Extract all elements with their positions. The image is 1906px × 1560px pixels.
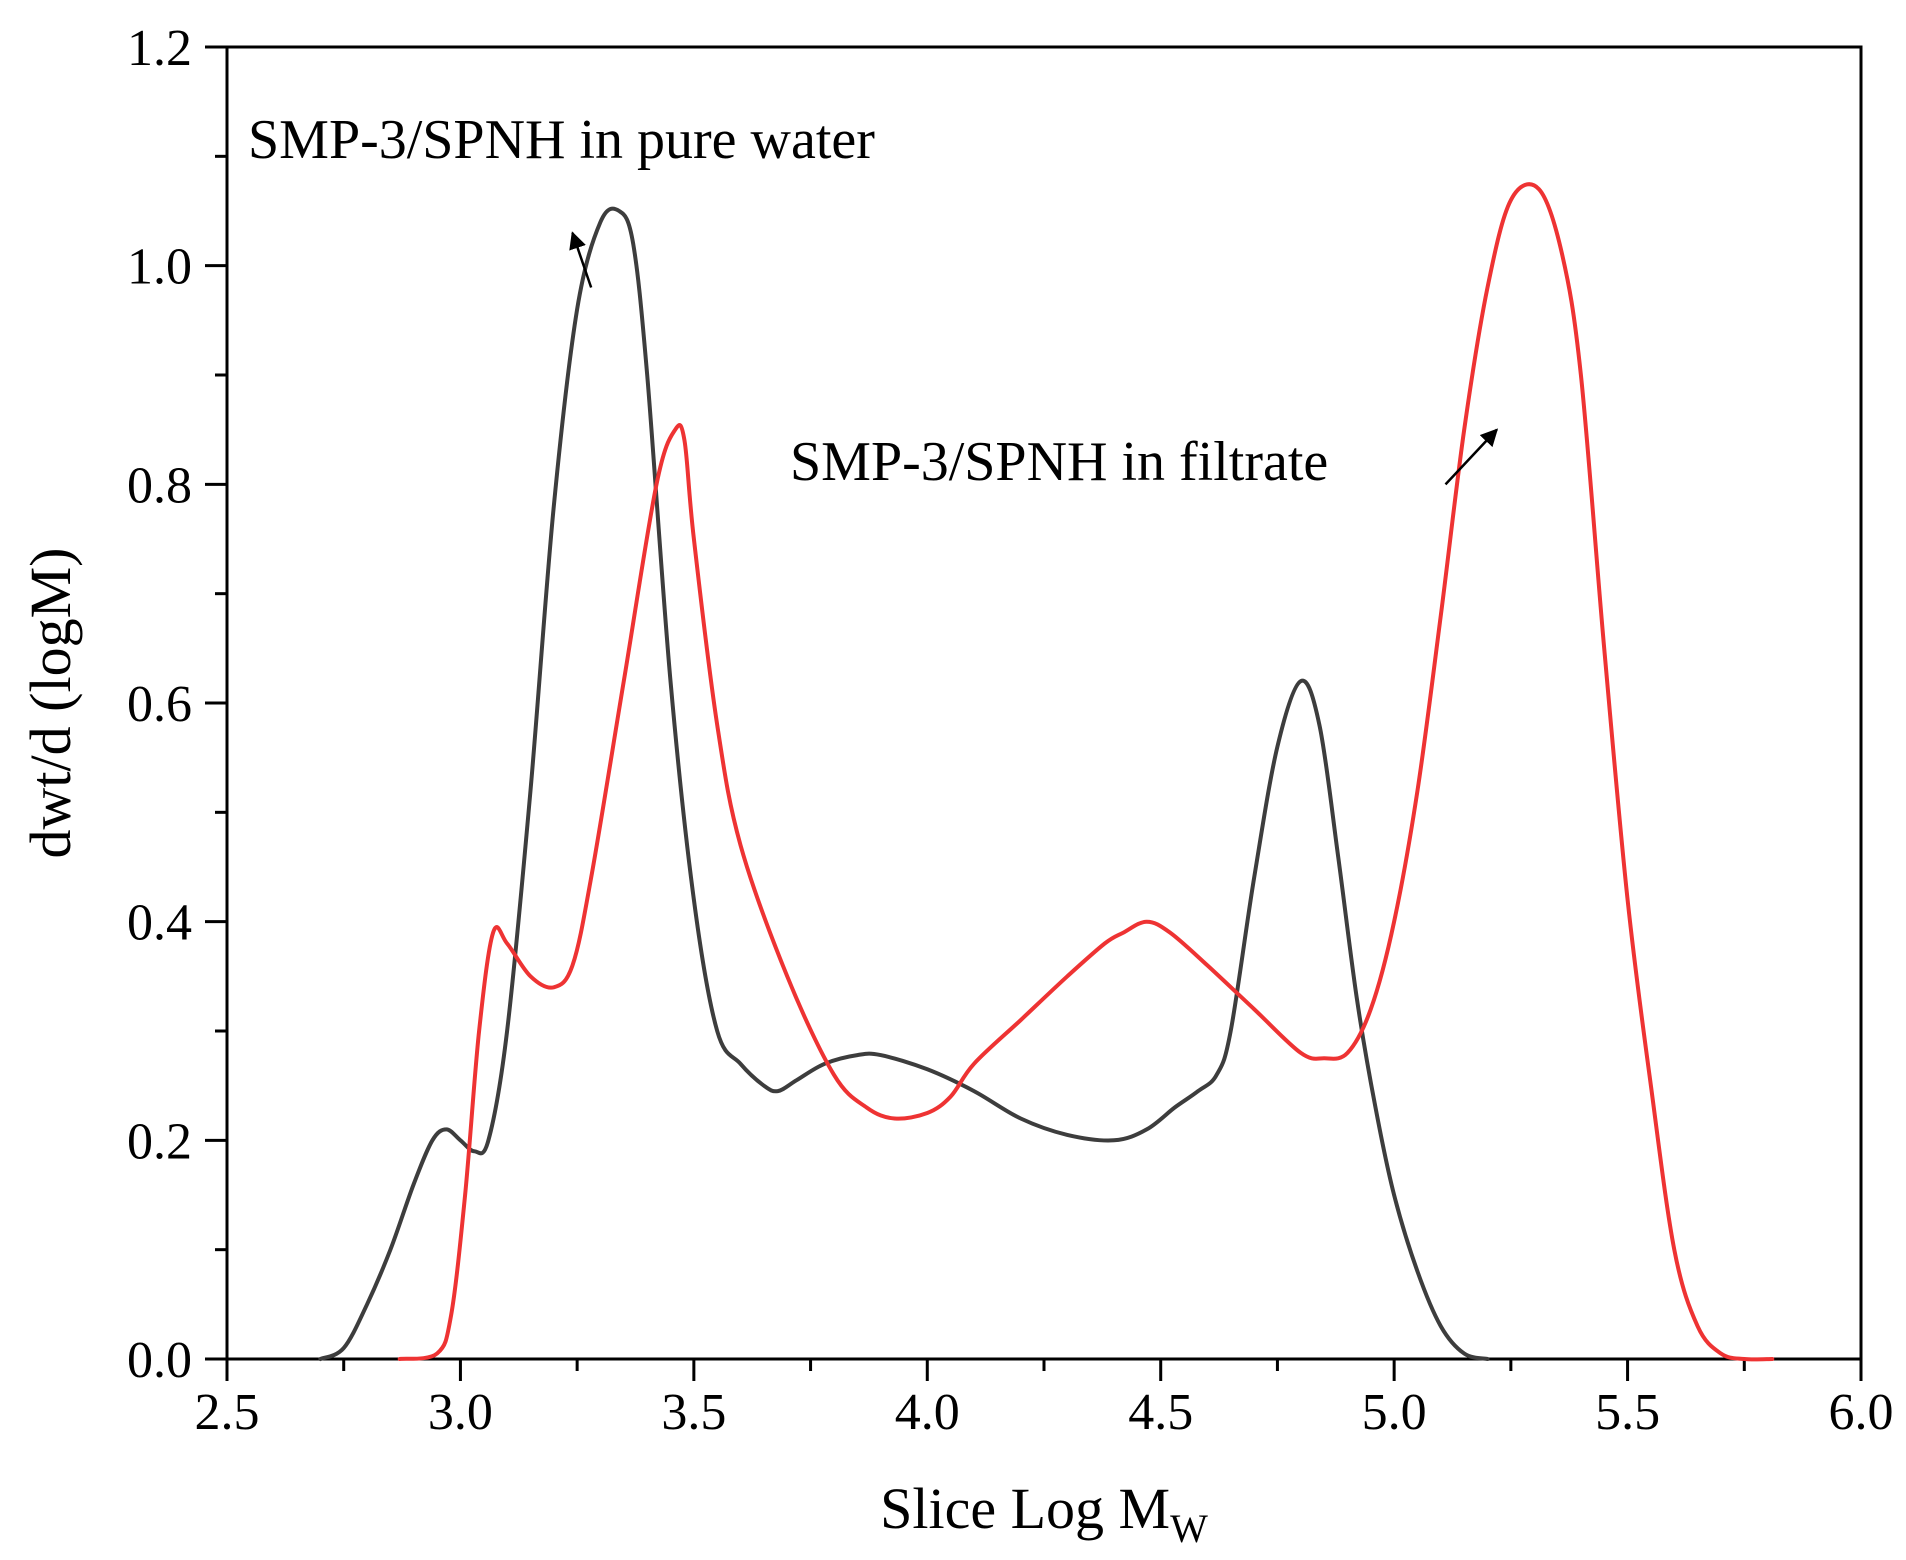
x-axis-tick-labels: 2.5 3.0 3.5 4.0 4.5 5.0 5.5 6.0 xyxy=(195,1384,1894,1441)
y-tick-label: 1.2 xyxy=(127,20,192,77)
x-tick-label: 3.5 xyxy=(661,1384,726,1441)
y-tick-label: 0.8 xyxy=(127,457,192,514)
x-axis-ticks xyxy=(225,1359,1863,1381)
y-tick-label: 0.6 xyxy=(127,676,192,733)
y-axis-tick-labels: 0.0 0.2 0.4 0.6 0.8 1.0 1.2 xyxy=(127,20,192,1389)
x-tick-label: 4.5 xyxy=(1128,1384,1193,1441)
x-tick-label: 5.0 xyxy=(1362,1384,1427,1441)
annotation-arrow-filtrate xyxy=(1444,428,1499,486)
y-tick-label: 0.0 xyxy=(127,1332,192,1389)
y-axis-title: dwt/d (logM) xyxy=(18,548,83,859)
series-line-pure-water xyxy=(318,206,1490,1361)
x-tick-label: 3.0 xyxy=(428,1384,493,1441)
annotations: SMP-3/SPNH in pure water SMP-3/SPNH in fi… xyxy=(248,109,1499,493)
x-tick-label: 5.5 xyxy=(1595,1384,1660,1441)
y-axis-ticks xyxy=(205,45,227,1361)
x-axis-title-main: Slice Log M xyxy=(880,1476,1170,1541)
annotation-filtrate-label: SMP-3/SPNH in filtrate xyxy=(790,431,1328,493)
annotation-arrow-pure-water xyxy=(569,231,593,288)
x-axis-title: Slice Log MW xyxy=(880,1476,1208,1551)
y-tick-label: 1.0 xyxy=(127,239,192,296)
data-lines xyxy=(318,182,1775,1362)
y-tick-label: 0.2 xyxy=(127,1113,192,1170)
plot-frame xyxy=(225,45,1863,1361)
series-line-filtrate xyxy=(397,182,1775,1362)
x-axis-title-subscript: W xyxy=(1170,1506,1208,1551)
annotation-pure-water-label: SMP-3/SPNH in pure water xyxy=(248,109,875,171)
y-tick-label: 0.4 xyxy=(127,895,192,952)
x-tick-label: 4.0 xyxy=(895,1384,960,1441)
x-tick-label: 6.0 xyxy=(1829,1384,1894,1441)
x-tick-label: 2.5 xyxy=(195,1384,260,1441)
